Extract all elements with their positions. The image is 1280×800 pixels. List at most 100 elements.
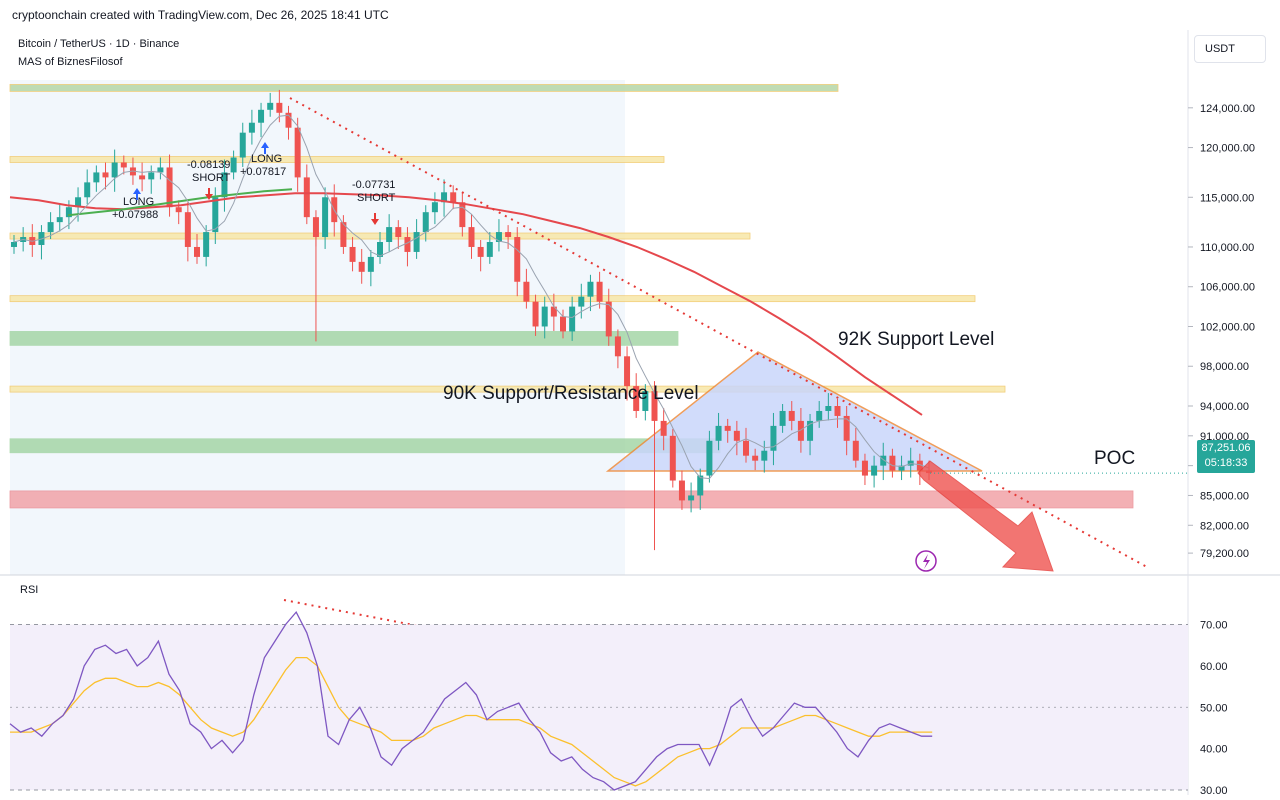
candle-body — [166, 167, 173, 208]
candle — [688, 482, 695, 513]
short-arrow-icon — [371, 213, 379, 225]
candle — [194, 234, 200, 264]
candle-body — [248, 122, 255, 133]
candle-body — [596, 281, 603, 302]
candle-body — [47, 222, 54, 233]
candle — [532, 294, 539, 336]
candle-body — [651, 391, 658, 421]
label-90k-support-resistance: 90K Support/Resistance Level — [443, 383, 699, 404]
candle-body — [477, 246, 484, 257]
candle — [678, 470, 685, 510]
rsi-axis-label: 60.00 — [1200, 661, 1228, 673]
candle — [514, 227, 521, 297]
candle — [239, 122, 246, 167]
level-band-support — [9, 438, 721, 454]
candle-body — [322, 197, 329, 238]
candle — [358, 248, 365, 284]
candle — [450, 185, 457, 210]
candle-body — [349, 246, 356, 262]
candle-body — [75, 197, 82, 208]
candle-body — [871, 465, 878, 476]
price-axis-label: 120,000.00 — [1200, 143, 1255, 155]
candle — [248, 109, 255, 145]
level-band-resistance — [9, 84, 839, 92]
candle — [816, 401, 823, 428]
candle-body — [770, 425, 777, 451]
price-axis-label: 106,000.00 — [1200, 282, 1255, 294]
candle — [825, 393, 832, 421]
candle — [441, 179, 448, 217]
candle — [111, 149, 118, 192]
level-band-poc — [9, 490, 1134, 509]
symbol-title: Bitcoin / TetherUS · 1D · Binance — [18, 38, 180, 50]
triangle-pattern — [605, 351, 983, 472]
candle-body — [614, 336, 621, 357]
candle-body — [669, 435, 676, 481]
candle — [93, 165, 100, 192]
ma-slow-line — [9, 192, 923, 416]
candle-body — [84, 182, 91, 198]
candle-body — [916, 460, 923, 471]
chart-area[interactable]: 124,000.00 120,000.00 115,000.00 110,000.00… — [0, 30, 1280, 797]
signal-value-label: -0.08139 — [187, 159, 230, 171]
lightning-bolt-icon — [923, 554, 930, 569]
candle — [834, 399, 841, 428]
current-price-value: 87,251.06 — [1201, 442, 1251, 454]
candle-body — [587, 281, 594, 297]
candle — [861, 453, 868, 486]
candle-body — [413, 232, 420, 252]
candle — [84, 169, 91, 205]
header-bar: cryptoonchain created with TradingView.c… — [0, 0, 1280, 30]
candle-body — [569, 306, 576, 332]
long-arrow-icon — [261, 142, 269, 154]
candle — [752, 448, 759, 471]
indicator-name: MAS of BiznesFilosof — [18, 56, 123, 68]
lightning-icon — [915, 550, 937, 572]
candle-body — [560, 316, 566, 332]
candle-body — [779, 410, 786, 426]
candle — [898, 455, 905, 481]
candle-body — [880, 455, 887, 466]
candle-body — [120, 162, 127, 168]
signal-type-label: LONG — [251, 153, 282, 165]
candle — [761, 440, 768, 473]
candle — [495, 219, 502, 252]
candle — [523, 268, 530, 309]
candle-body — [386, 227, 393, 242]
candle-body — [642, 391, 649, 411]
price-chart-svg[interactable]: 124,000.00 120,000.00 115,000.00 110,000.00… — [0, 30, 1280, 797]
long-arrow-icon — [133, 188, 141, 200]
candle-body — [825, 406, 832, 411]
candle — [139, 162, 146, 192]
candle — [322, 187, 329, 249]
currency-selector[interactable]: USDT — [1194, 35, 1266, 63]
price-axis-label: 94,000.00 — [1200, 401, 1249, 413]
candle — [642, 384, 649, 421]
candle — [404, 227, 411, 267]
candle-body — [816, 410, 823, 421]
candle — [386, 214, 393, 252]
candle-body — [312, 217, 319, 238]
candle — [47, 212, 54, 240]
signal-type-label: SHORT — [192, 172, 231, 184]
candle-body — [422, 212, 429, 233]
candle — [843, 406, 850, 456]
candle — [258, 102, 265, 138]
signal-value-label: +0.07988 — [112, 209, 158, 221]
candle — [541, 296, 548, 339]
rsi-pane-label: RSI — [20, 584, 39, 596]
candle-body — [706, 440, 713, 476]
candle-body — [624, 356, 631, 387]
candle — [578, 283, 585, 319]
rsi-axis-label: 50.00 — [1200, 702, 1228, 714]
candle — [550, 293, 557, 331]
candle — [203, 225, 210, 267]
candle-body — [148, 172, 155, 180]
current-price-badge: 87,251.06 05:18:33 — [1197, 440, 1255, 473]
level-band-resistance — [9, 385, 1006, 393]
candle — [157, 157, 164, 180]
candle-body — [633, 386, 640, 411]
candle — [56, 204, 63, 232]
candle — [916, 453, 923, 486]
candle-body — [303, 177, 310, 218]
